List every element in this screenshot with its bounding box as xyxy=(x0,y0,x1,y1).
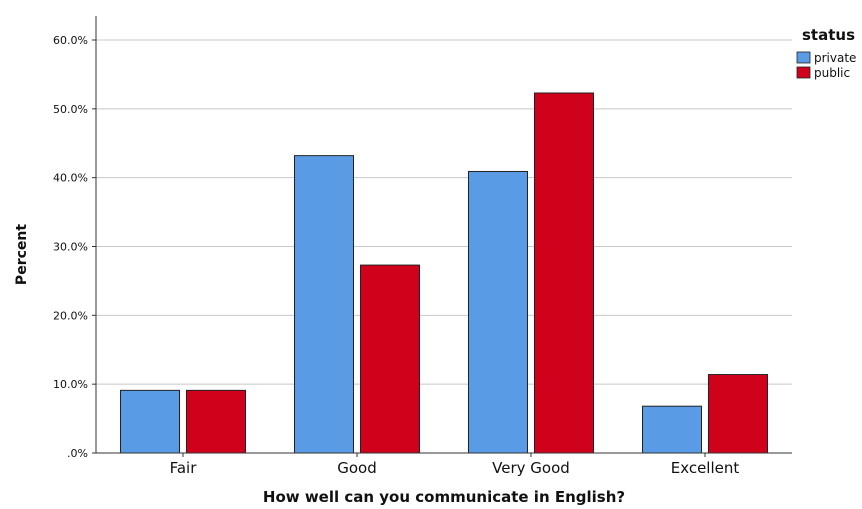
y-tick-label: 40.0% xyxy=(53,172,88,185)
bar-public-fair xyxy=(186,389,246,454)
gridlines xyxy=(96,39,792,385)
y-tick-label: 60.0% xyxy=(53,34,88,47)
x-tick-label: Very Good xyxy=(492,459,570,477)
y-tick-label: 20.0% xyxy=(53,309,88,322)
x-tick-label: Excellent xyxy=(671,459,740,477)
y-tick-label: 30.0% xyxy=(53,241,88,254)
legend-label-public: public xyxy=(814,66,850,80)
bar-public-good xyxy=(360,264,420,454)
bar-private-fair xyxy=(120,389,180,454)
bar-private-very-good xyxy=(468,170,528,454)
x-axis-categories: Fair Good Very Good Excellent xyxy=(170,453,740,477)
y-axis-ticks: .0% 10.0% 20.0% 30.0% 40.0% 50.0% 60.0% xyxy=(53,34,96,460)
bar-public-very-good xyxy=(534,92,594,454)
y-tick-label: 50.0% xyxy=(53,103,88,116)
x-tick-label: Fair xyxy=(170,459,198,477)
legend-label-private: private xyxy=(814,51,856,65)
bars xyxy=(120,92,768,454)
bar-private-excellent xyxy=(642,405,702,454)
legend-swatch-private xyxy=(796,51,811,64)
bar-public-excellent xyxy=(708,374,768,454)
y-axis-label: Percent xyxy=(14,224,30,285)
y-tick-label: .0% xyxy=(67,447,88,460)
bar-private-good xyxy=(294,155,354,454)
x-axis-label: How well can you communicate in English? xyxy=(263,488,625,506)
x-tick-label: Good xyxy=(337,459,377,477)
y-tick-label: 10.0% xyxy=(53,378,88,391)
legend-title: status xyxy=(802,26,855,44)
legend-swatch-public xyxy=(796,66,811,79)
